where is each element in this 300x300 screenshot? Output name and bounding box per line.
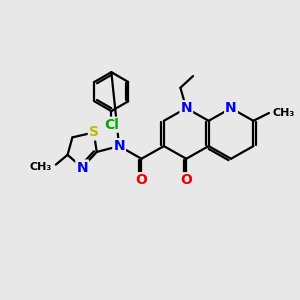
Text: N: N bbox=[180, 101, 192, 115]
Text: Cl: Cl bbox=[104, 118, 119, 132]
Text: CH₃: CH₃ bbox=[273, 108, 295, 118]
Text: CH₃: CH₃ bbox=[30, 161, 52, 172]
Text: N: N bbox=[113, 139, 125, 153]
Text: S: S bbox=[89, 125, 99, 140]
Text: O: O bbox=[180, 173, 192, 187]
Text: O: O bbox=[136, 173, 147, 187]
Text: N: N bbox=[225, 101, 237, 115]
Text: N: N bbox=[76, 160, 88, 175]
